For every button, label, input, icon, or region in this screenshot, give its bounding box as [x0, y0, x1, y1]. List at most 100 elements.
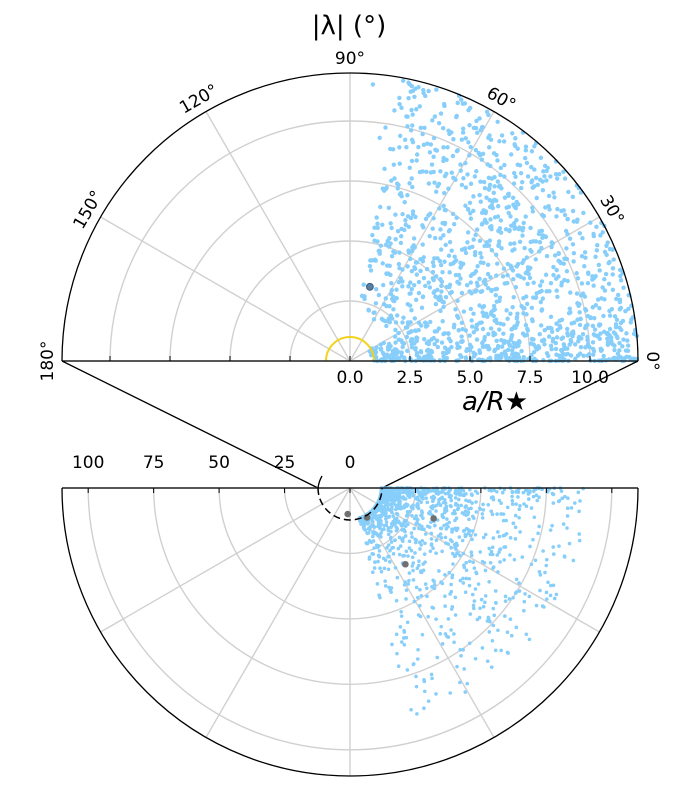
data-point [474, 500, 478, 504]
data-point [429, 542, 434, 546]
bottom-frame [61, 475, 639, 777]
data-point [431, 263, 436, 269]
data-point [391, 545, 396, 550]
data-point [529, 506, 534, 510]
data-point [452, 640, 456, 645]
data-point [376, 518, 381, 522]
data-point [600, 285, 605, 290]
data-point [421, 568, 426, 573]
data-point [617, 340, 622, 346]
data-point [449, 628, 453, 632]
data-point [447, 520, 452, 525]
data-point [445, 145, 450, 150]
data-point [514, 199, 519, 205]
data-point [377, 135, 382, 141]
data-point [490, 205, 495, 211]
data-point [487, 238, 493, 243]
data-point [519, 348, 524, 354]
data-point [466, 107, 471, 113]
data-point [449, 504, 453, 509]
data-point [542, 174, 547, 179]
data-point [378, 243, 384, 248]
data-point [562, 277, 567, 283]
data-point [602, 297, 607, 302]
data-point [532, 144, 537, 149]
data-point [459, 137, 465, 142]
data-point [513, 513, 518, 518]
data-point [438, 236, 443, 241]
data-point [471, 311, 476, 316]
data-point [528, 225, 533, 231]
data-point [460, 126, 466, 131]
data-point [489, 665, 494, 669]
radial-tick-label: 75 [143, 453, 165, 473]
data-point [434, 87, 439, 92]
data-point [422, 125, 427, 131]
data-point [402, 199, 407, 205]
data-point [409, 107, 414, 113]
data-point [473, 656, 478, 661]
data-point [394, 181, 400, 186]
data-point [378, 566, 382, 570]
data-point [531, 489, 536, 494]
data-point [433, 189, 439, 194]
data-point [454, 113, 459, 119]
data-point [385, 545, 389, 550]
data-point [388, 548, 392, 553]
data-point [409, 531, 414, 535]
data-point [581, 210, 586, 216]
data-point [402, 137, 408, 142]
data-point [523, 214, 528, 219]
data-point [431, 154, 436, 159]
data-point [556, 499, 561, 504]
data-point [549, 244, 554, 250]
data-point [415, 503, 419, 508]
data-point [554, 321, 559, 326]
data-point [488, 275, 493, 280]
data-point [385, 318, 391, 324]
stellar-radius-circle [325, 336, 375, 362]
data-point [429, 162, 435, 167]
data-point [459, 339, 465, 345]
data-point [497, 295, 503, 300]
data-point [398, 544, 403, 548]
angle-tick-label: 150° [70, 187, 108, 232]
data-point [379, 491, 384, 495]
data-point [449, 170, 454, 175]
data-point [386, 532, 391, 537]
data-point [546, 334, 552, 339]
data-point [376, 292, 382, 298]
data-point [576, 303, 581, 308]
data-point [432, 341, 437, 347]
data-point [371, 516, 376, 520]
data-point [378, 204, 383, 210]
data-point [491, 313, 496, 319]
data-point [487, 580, 491, 584]
data-point [405, 124, 410, 129]
data-point [571, 219, 576, 224]
data-point [386, 567, 391, 572]
data-point [554, 288, 559, 293]
data-point [523, 488, 528, 493]
data-point [410, 184, 415, 190]
data-point [501, 266, 507, 271]
data-point [554, 352, 559, 357]
gray-point [402, 560, 409, 568]
data-point [478, 289, 484, 294]
data-point [364, 541, 369, 545]
data-point [546, 193, 552, 199]
data-point [404, 114, 409, 119]
data-point [365, 531, 369, 535]
data-point [458, 553, 462, 558]
data-point [507, 355, 512, 361]
data-point [534, 195, 539, 201]
data-point [435, 287, 440, 293]
data-point [461, 309, 467, 314]
data-point [362, 527, 366, 531]
data-point [384, 520, 389, 524]
data-point [481, 179, 487, 185]
data-point [455, 100, 460, 106]
radial-tick-label: 50 [208, 453, 230, 473]
data-point [376, 559, 380, 564]
data-point [379, 514, 383, 519]
